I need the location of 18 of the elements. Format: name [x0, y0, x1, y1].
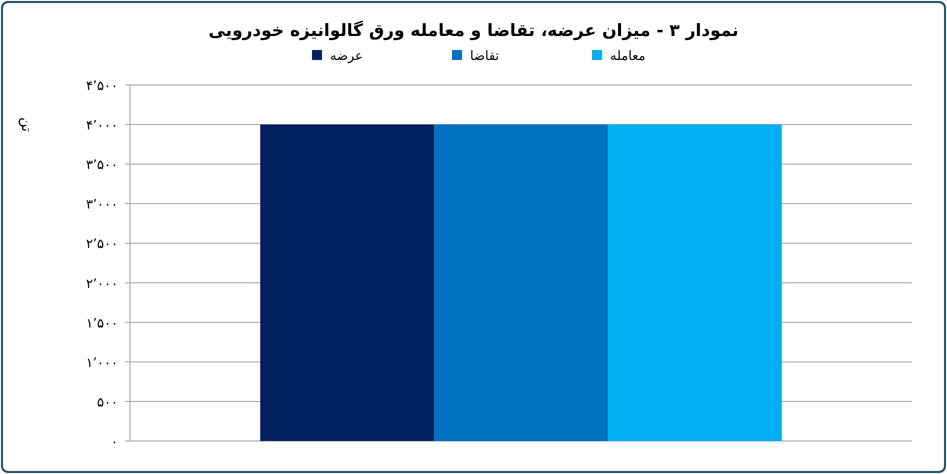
- chart-title: نمودار ۳ - میزان عرضه، تقاضا و معامله ورق گالوانیزه خودرویی: [208, 20, 739, 41]
- y-tick-label: ۱٬۰۰۰: [86, 356, 118, 371]
- y-tick-label: ۵۰۰: [97, 395, 118, 410]
- legend-label: عرضه: [330, 49, 363, 64]
- y-tick-label: ۳٬۵۰۰: [86, 158, 118, 174]
- y-tick-label: ۱٬۵۰۰: [86, 316, 118, 332]
- y-tick-label: ۲٬۰۰۰: [86, 276, 118, 292]
- y-tick-label: ۲٬۵۰۰: [86, 237, 118, 252]
- legend-item: معامله: [592, 49, 646, 64]
- y-tick-label: ۴٬۵۰۰: [86, 79, 118, 94]
- y-tick-label: ۰: [111, 435, 118, 450]
- y-tick-label: ۳٬۰۰۰: [86, 198, 118, 213]
- legend-label: تقاضا: [470, 49, 500, 64]
- y-tick-label: ۴٬۰۰۰: [86, 118, 118, 134]
- legend-label: معامله: [610, 49, 646, 64]
- legend-item: عرضه: [312, 49, 363, 64]
- legend-item: تقاضا: [452, 49, 500, 64]
- y-axis-title: تن: [18, 117, 34, 132]
